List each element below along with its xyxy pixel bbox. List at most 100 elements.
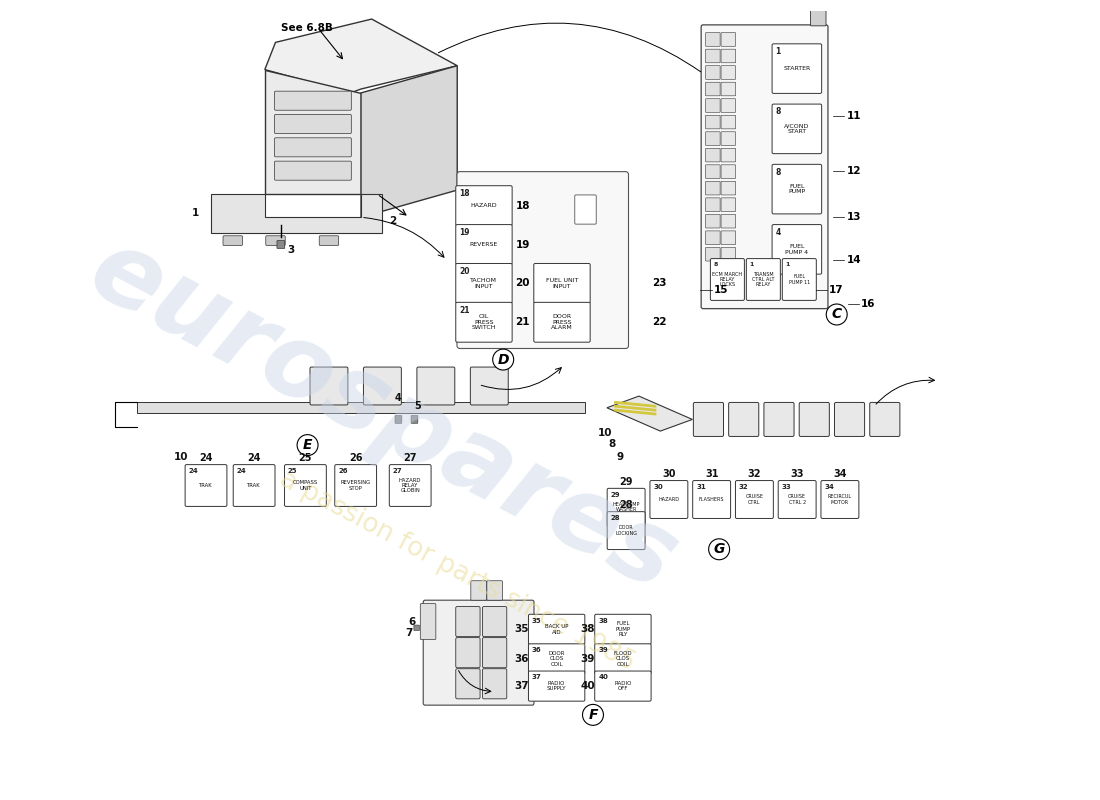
FancyBboxPatch shape [705,148,720,162]
FancyBboxPatch shape [363,367,402,405]
FancyBboxPatch shape [728,402,759,437]
FancyBboxPatch shape [483,606,507,637]
FancyBboxPatch shape [722,82,736,96]
Text: TRAK: TRAK [248,483,261,488]
FancyBboxPatch shape [455,263,513,303]
Text: TACHOM
INPUT: TACHOM INPUT [471,278,497,289]
Text: 33: 33 [791,470,804,479]
FancyBboxPatch shape [455,302,513,342]
FancyBboxPatch shape [285,465,327,506]
Text: 21: 21 [516,318,530,327]
FancyBboxPatch shape [772,104,822,154]
FancyBboxPatch shape [778,481,816,518]
FancyBboxPatch shape [705,33,720,46]
Text: TRAK: TRAK [199,483,212,488]
FancyBboxPatch shape [722,182,736,195]
Text: FLOOD
CLOS
COIL: FLOOD CLOS COIL [614,651,632,666]
FancyBboxPatch shape [607,488,645,526]
Text: 27: 27 [393,468,403,474]
FancyBboxPatch shape [722,98,736,112]
FancyBboxPatch shape [772,164,822,214]
Polygon shape [607,396,692,431]
Text: 21: 21 [459,306,470,314]
Text: 28: 28 [619,500,632,510]
Text: 16: 16 [861,298,876,309]
Text: 15: 15 [714,285,728,294]
FancyBboxPatch shape [595,671,651,701]
Text: TRANSM
CTRL ALT
RELAY: TRANSM CTRL ALT RELAY [752,271,774,287]
Text: 1: 1 [191,209,199,218]
Polygon shape [265,19,458,93]
Text: 18: 18 [459,189,470,198]
FancyBboxPatch shape [471,581,486,600]
Text: 5: 5 [415,402,421,411]
Text: 34: 34 [824,484,834,490]
Text: 33: 33 [782,484,791,490]
Text: 24: 24 [236,468,246,474]
Text: 36: 36 [515,654,529,664]
Polygon shape [265,70,361,194]
FancyBboxPatch shape [455,225,513,265]
FancyBboxPatch shape [705,198,720,211]
FancyBboxPatch shape [722,247,736,261]
Text: OIL
PRESS
SWITCH: OIL PRESS SWITCH [472,314,496,330]
Polygon shape [361,66,458,218]
FancyBboxPatch shape [528,671,585,701]
FancyBboxPatch shape [705,165,720,178]
Text: 9: 9 [616,452,624,462]
Text: ECM MARCH
RELAY
LOCKS: ECM MARCH RELAY LOCKS [713,271,743,287]
Text: 37: 37 [532,674,541,681]
Text: CRUISE
CTRL 2: CRUISE CTRL 2 [789,494,806,505]
FancyBboxPatch shape [772,225,822,274]
FancyBboxPatch shape [722,33,736,46]
Text: 36: 36 [532,647,541,654]
FancyBboxPatch shape [736,481,773,518]
FancyBboxPatch shape [185,465,227,506]
FancyBboxPatch shape [722,165,736,178]
Text: 38: 38 [598,618,608,624]
FancyBboxPatch shape [705,66,720,79]
Text: 34: 34 [833,470,847,479]
Text: F: F [588,708,597,722]
FancyBboxPatch shape [275,91,351,110]
Text: 18: 18 [516,201,530,210]
FancyBboxPatch shape [650,481,688,518]
Text: COMPASS
UNIT: COMPASS UNIT [293,480,318,490]
Text: DOOR
LOCKING: DOOR LOCKING [615,526,637,536]
FancyBboxPatch shape [772,44,822,94]
FancyBboxPatch shape [424,600,534,705]
Text: 24: 24 [199,454,212,463]
FancyBboxPatch shape [746,258,780,300]
FancyBboxPatch shape [705,49,720,62]
FancyBboxPatch shape [705,182,720,195]
Text: 35: 35 [532,618,541,624]
Text: 30: 30 [662,470,675,479]
FancyBboxPatch shape [607,512,645,550]
FancyBboxPatch shape [595,614,651,645]
Text: HAZARD: HAZARD [659,497,680,502]
Text: 8: 8 [776,168,781,177]
Text: 39: 39 [581,654,595,664]
Text: 24: 24 [248,454,261,463]
Text: 19: 19 [516,239,530,250]
FancyBboxPatch shape [471,367,508,405]
Text: 1: 1 [785,262,790,267]
Text: eurospares: eurospares [72,218,693,613]
FancyBboxPatch shape [575,195,596,224]
Text: 20: 20 [516,278,530,288]
Text: A/COND
START: A/COND START [784,124,810,134]
Text: 26: 26 [338,468,348,474]
Text: 8: 8 [776,107,781,117]
FancyBboxPatch shape [722,49,736,62]
FancyBboxPatch shape [275,161,351,180]
FancyBboxPatch shape [722,132,736,146]
Text: 20: 20 [459,267,470,276]
Text: D: D [497,353,509,366]
Text: a passion for parts since 1985: a passion for parts since 1985 [275,466,639,676]
FancyBboxPatch shape [782,258,816,300]
Text: 4: 4 [776,228,781,237]
Text: 19: 19 [459,228,470,237]
FancyBboxPatch shape [223,236,242,246]
Text: 31: 31 [705,470,718,479]
FancyBboxPatch shape [705,214,720,228]
